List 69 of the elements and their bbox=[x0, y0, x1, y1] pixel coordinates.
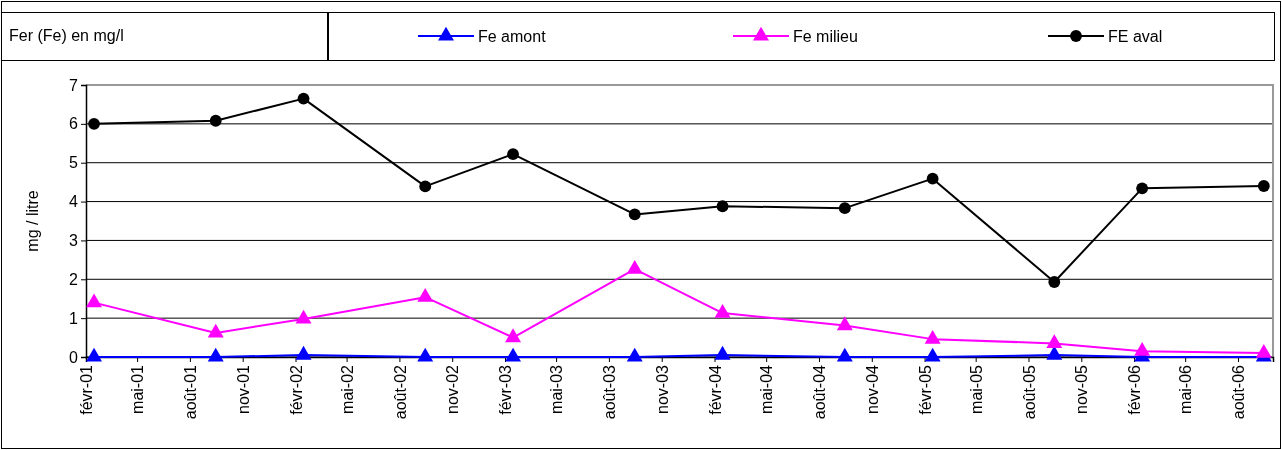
point bbox=[207, 323, 224, 338]
legend-label: Fe amont bbox=[478, 28, 547, 45]
x-tick-label: mai-03 bbox=[548, 364, 566, 414]
x-tick-label: mai-01 bbox=[129, 364, 147, 414]
x-tick-label: févr-04 bbox=[706, 364, 724, 415]
y-tick-label: 5 bbox=[69, 154, 79, 172]
point bbox=[295, 309, 312, 324]
point bbox=[714, 303, 731, 318]
x-tick-label: mai-06 bbox=[1177, 364, 1195, 414]
point bbox=[1136, 182, 1149, 195]
y-tick-label: 0 bbox=[69, 348, 79, 366]
point bbox=[417, 347, 434, 362]
x-tick-label: févr-02 bbox=[287, 364, 305, 415]
x-tick-label: août-04 bbox=[811, 364, 829, 420]
point bbox=[1046, 334, 1063, 348]
point bbox=[1255, 343, 1272, 358]
x-tick-label: févr-03 bbox=[497, 364, 515, 415]
point bbox=[207, 347, 224, 362]
y-tick-label: 2 bbox=[69, 270, 79, 288]
point bbox=[924, 329, 941, 344]
x-tick-label: mai-04 bbox=[758, 364, 776, 414]
x-tick-label: mai-05 bbox=[967, 364, 985, 414]
point bbox=[209, 114, 222, 127]
x-tick-label: août-06 bbox=[1230, 364, 1248, 420]
x-tick-label: nov-05 bbox=[1073, 364, 1091, 414]
x-tick-label: mai-02 bbox=[338, 364, 356, 414]
x-tick-label: févr-06 bbox=[1126, 364, 1144, 415]
point bbox=[1048, 276, 1061, 288]
point bbox=[295, 345, 312, 360]
x-tick-label: nov-02 bbox=[444, 364, 462, 414]
x-tick-label: août-01 bbox=[181, 364, 199, 420]
x-tick-label: nov-01 bbox=[234, 364, 252, 414]
x-tick-label: févr-01 bbox=[78, 364, 96, 415]
y-axis-title: mg / litre bbox=[24, 190, 41, 252]
point bbox=[626, 347, 643, 362]
point bbox=[417, 287, 434, 302]
point bbox=[297, 92, 310, 105]
point bbox=[838, 202, 851, 215]
x-tick-label: nov-03 bbox=[653, 364, 671, 414]
point bbox=[505, 328, 522, 343]
point bbox=[86, 293, 102, 308]
x-tick-label: août-05 bbox=[1020, 364, 1038, 420]
x-tick-label: août-02 bbox=[391, 364, 409, 420]
point bbox=[505, 347, 522, 362]
point bbox=[626, 259, 643, 274]
chart-title: Fer (Fe) en mg/l bbox=[9, 27, 124, 44]
point bbox=[419, 180, 432, 193]
point bbox=[88, 117, 100, 130]
y-tick-label: 3 bbox=[69, 232, 79, 250]
point bbox=[1257, 180, 1270, 192]
x-tick-label: nov-04 bbox=[863, 364, 881, 414]
point bbox=[926, 172, 939, 185]
y-tick-label: 4 bbox=[69, 193, 79, 211]
point bbox=[714, 345, 731, 360]
y-tick-label: 7 bbox=[69, 76, 79, 94]
point bbox=[86, 347, 102, 362]
legend-label: Fe milieu bbox=[793, 28, 858, 45]
y-tick-label: 1 bbox=[69, 309, 79, 327]
point bbox=[628, 208, 641, 221]
point bbox=[507, 148, 519, 161]
y-tick-label: 6 bbox=[69, 115, 79, 133]
x-tick-label: août-03 bbox=[601, 364, 618, 420]
point bbox=[1134, 341, 1151, 356]
point bbox=[924, 347, 941, 362]
point bbox=[716, 200, 729, 213]
point bbox=[836, 316, 853, 331]
legend-label: FE aval bbox=[1108, 28, 1163, 45]
point bbox=[836, 347, 853, 362]
x-tick-label: févr-05 bbox=[916, 364, 934, 415]
